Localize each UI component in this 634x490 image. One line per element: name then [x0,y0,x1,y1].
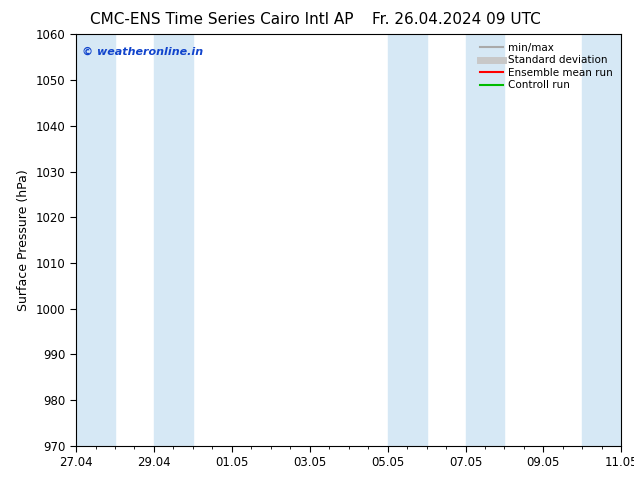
Bar [387,34,427,446]
Legend: min/max, Standard deviation, Ensemble mean run, Controll run: min/max, Standard deviation, Ensemble me… [477,40,616,94]
Bar [465,34,505,446]
Bar [154,34,193,446]
Text: Fr. 26.04.2024 09 UTC: Fr. 26.04.2024 09 UTC [372,12,541,27]
Bar [583,34,621,446]
Text: © weatheronline.in: © weatheronline.in [82,47,203,57]
Text: CMC-ENS Time Series Cairo Intl AP: CMC-ENS Time Series Cairo Intl AP [90,12,354,27]
Bar [76,34,115,446]
Y-axis label: Surface Pressure (hPa): Surface Pressure (hPa) [17,169,30,311]
